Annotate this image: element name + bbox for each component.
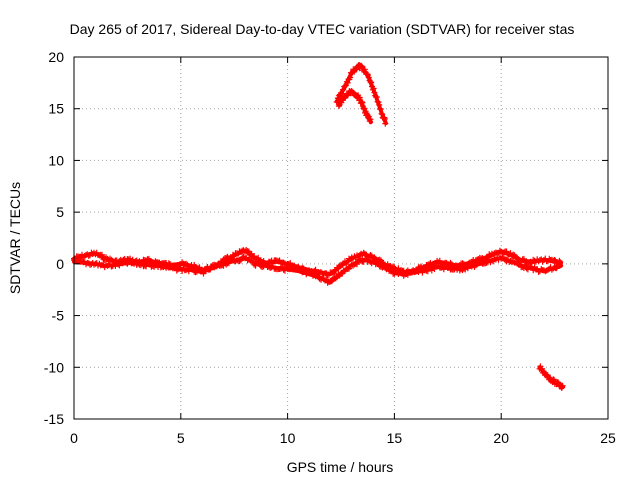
y-tick-label: 20 bbox=[48, 49, 64, 65]
data-point bbox=[332, 275, 339, 282]
data-point bbox=[522, 261, 529, 268]
data-point bbox=[328, 278, 335, 285]
data-point bbox=[368, 79, 375, 86]
data-point bbox=[347, 74, 354, 81]
y-tick-label: 10 bbox=[48, 152, 64, 168]
data-point bbox=[340, 86, 347, 93]
data-point bbox=[424, 268, 431, 275]
data-point bbox=[367, 78, 374, 85]
data-point bbox=[255, 254, 262, 261]
data-point bbox=[512, 253, 519, 260]
x-tick-label: 0 bbox=[70, 430, 78, 446]
data-point bbox=[370, 85, 377, 92]
grid-lines bbox=[74, 57, 608, 419]
data-point bbox=[528, 263, 535, 270]
data-point bbox=[288, 265, 295, 272]
data-point bbox=[189, 265, 196, 272]
data-point bbox=[139, 259, 146, 266]
data-point bbox=[200, 270, 207, 277]
data-point bbox=[447, 259, 454, 266]
data-point bbox=[376, 256, 383, 263]
data-point bbox=[557, 262, 564, 269]
data-point bbox=[85, 252, 92, 259]
data-point bbox=[225, 260, 232, 267]
data-point bbox=[105, 262, 112, 269]
data-point bbox=[83, 261, 89, 268]
series-arc-upper bbox=[333, 62, 389, 127]
data-point bbox=[371, 89, 378, 96]
data-point bbox=[376, 101, 383, 108]
x-tick-label: 10 bbox=[280, 430, 296, 446]
data-point bbox=[375, 259, 382, 266]
data-point bbox=[237, 257, 244, 264]
data-point bbox=[520, 255, 527, 262]
data-point bbox=[375, 99, 382, 106]
data-point bbox=[338, 89, 344, 96]
data-point bbox=[99, 251, 105, 258]
data-point bbox=[248, 257, 255, 264]
y-tick-label: 15 bbox=[48, 101, 64, 117]
data-point bbox=[101, 256, 108, 263]
data-point bbox=[546, 255, 553, 262]
data-point bbox=[364, 71, 371, 78]
series-main-band-B bbox=[71, 253, 564, 286]
x-tick-label: 20 bbox=[493, 430, 509, 446]
data-point bbox=[245, 256, 252, 263]
data-point bbox=[367, 116, 374, 123]
data-point bbox=[555, 379, 562, 386]
y-tick-label: 0 bbox=[56, 256, 64, 272]
data-point bbox=[500, 254, 507, 261]
plot-frame bbox=[73, 56, 609, 420]
data-point bbox=[515, 261, 522, 267]
chart-title: Day 265 of 2017, Sidereal Day-to-day VTE… bbox=[70, 21, 575, 37]
data-point bbox=[101, 264, 108, 271]
data-point bbox=[530, 267, 537, 274]
x-axis-label: GPS time / hours bbox=[287, 459, 394, 475]
data-point bbox=[339, 270, 346, 277]
data-point bbox=[510, 258, 517, 265]
series-late-negative-segment bbox=[536, 363, 566, 391]
data-point bbox=[353, 66, 360, 73]
data-point bbox=[373, 94, 380, 100]
data-point bbox=[330, 269, 336, 275]
y-tick-label: -15 bbox=[44, 411, 64, 427]
data-point bbox=[542, 268, 549, 275]
data-point bbox=[173, 267, 180, 274]
data-point bbox=[279, 263, 286, 270]
data-point bbox=[559, 382, 566, 389]
data-point bbox=[354, 261, 360, 268]
data-point bbox=[323, 276, 330, 283]
x-tick-label: 25 bbox=[600, 430, 616, 446]
x-tick-label: 5 bbox=[177, 430, 185, 446]
data-point bbox=[377, 106, 384, 112]
data-point bbox=[382, 120, 389, 127]
data-point bbox=[344, 79, 351, 86]
y-tick-label: 5 bbox=[56, 204, 64, 220]
data-point bbox=[556, 262, 563, 269]
data-point bbox=[390, 263, 397, 270]
data-point bbox=[388, 267, 395, 274]
data-point bbox=[365, 74, 372, 81]
axis-ticks: 0 5 10 15 20 25 -15 -10 -5 0 5 10 15 20 bbox=[44, 49, 616, 446]
data-point bbox=[79, 258, 85, 264]
series-arc-lower bbox=[335, 88, 374, 125]
y-axis-label: SDTVAR / TECUs bbox=[7, 182, 23, 294]
y-tick-label: -10 bbox=[44, 359, 64, 375]
x-tick-label: 15 bbox=[387, 430, 403, 446]
data-point bbox=[361, 66, 368, 73]
y-tick-label: -5 bbox=[52, 308, 65, 324]
data-point bbox=[422, 266, 429, 273]
data-point bbox=[335, 265, 342, 272]
data-point bbox=[538, 266, 545, 272]
data-series bbox=[71, 62, 566, 391]
data-point bbox=[440, 266, 447, 273]
data-point bbox=[335, 103, 342, 110]
